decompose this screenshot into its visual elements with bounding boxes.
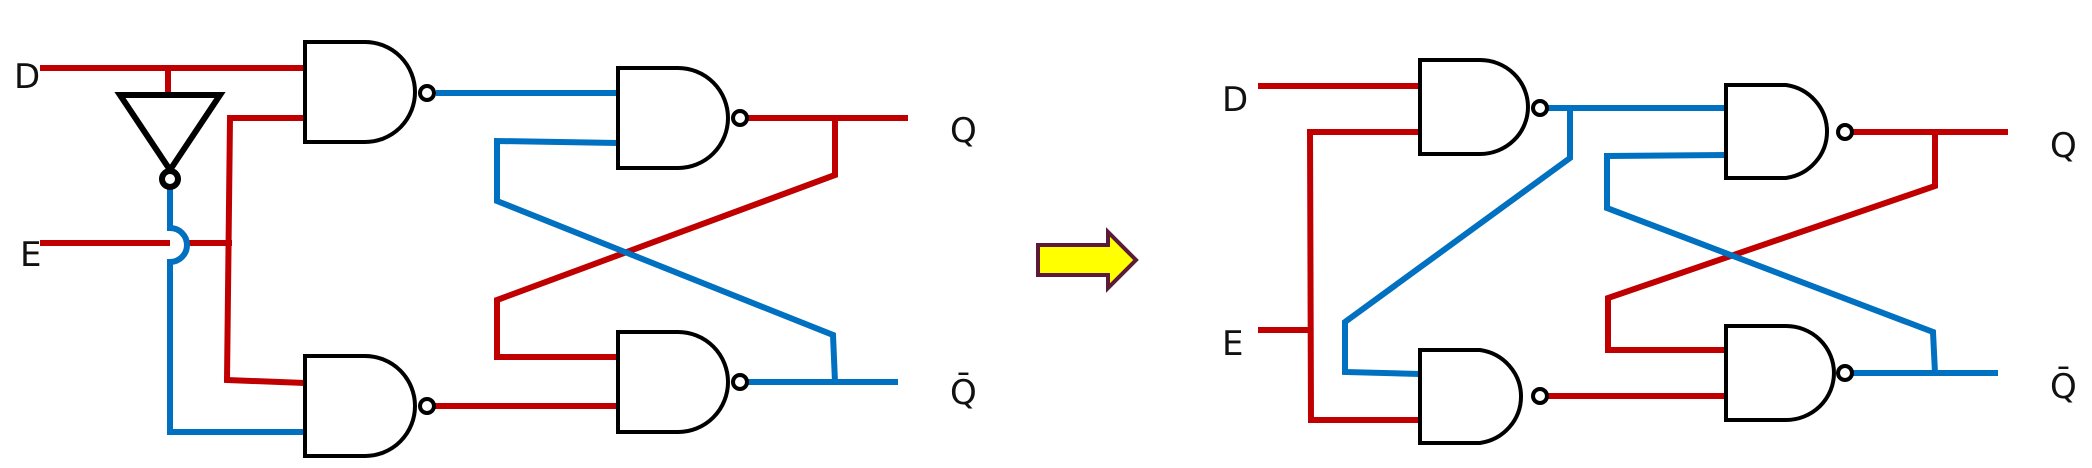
left-d-bar-line bbox=[167, 185, 305, 435]
right-top-gate-down-branch bbox=[1342, 108, 1573, 377]
left-label-q-bar: Q̄ bbox=[950, 372, 977, 413]
left-enable-branch bbox=[223, 115, 306, 386]
right-qbar-feedback bbox=[1604, 152, 1938, 374]
left-label-d: D bbox=[14, 57, 40, 97]
left-qbar-feedback bbox=[494, 137, 838, 383]
left-circuit bbox=[40, 40, 908, 458]
right-label-q: Q bbox=[2050, 126, 2077, 166]
left-nand-bottom-input bbox=[303, 354, 436, 458]
right-nand-bottom-input bbox=[1418, 348, 1549, 445]
inverter-bubble bbox=[159, 168, 181, 190]
right-label-d: D bbox=[1222, 80, 1248, 120]
left-red-wires bbox=[40, 65, 908, 409]
left-nand-bottom-latch bbox=[616, 330, 749, 434]
nand-bubble bbox=[418, 397, 436, 415]
right-nand-top-input bbox=[1418, 58, 1549, 156]
right-circuit bbox=[1258, 58, 2008, 445]
nand-bubble bbox=[1836, 123, 1854, 141]
right-nand-bottom-latch bbox=[1724, 324, 1854, 422]
left-label-q: Q bbox=[950, 111, 977, 151]
nand-bubble bbox=[1836, 364, 1854, 382]
inverter-triangle bbox=[114, 92, 226, 176]
left-nand-top-latch bbox=[616, 66, 749, 170]
right-label-q-bar: Q̄ bbox=[2050, 366, 2077, 407]
nand-bubble bbox=[1531, 387, 1549, 405]
transform-arrow-icon bbox=[1036, 227, 1139, 293]
left-label-e: E bbox=[20, 235, 41, 275]
right-blue-wires bbox=[1342, 105, 1998, 377]
left-q-feedback bbox=[494, 118, 838, 360]
right-enable-branch bbox=[1306, 129, 1420, 423]
right-nand-top-latch bbox=[1724, 83, 1854, 180]
right-label-e: E bbox=[1222, 324, 1243, 364]
left-inverter bbox=[114, 92, 226, 190]
right-red-wires bbox=[1258, 83, 2008, 423]
left-blue-wires bbox=[167, 90, 898, 435]
nand-bubble bbox=[731, 109, 749, 127]
nand-bubble bbox=[731, 373, 749, 391]
nand-bubble bbox=[1531, 99, 1549, 117]
nand-bubble bbox=[418, 84, 436, 102]
left-nand-top-input bbox=[303, 40, 436, 144]
right-q-feedback bbox=[1605, 132, 1938, 353]
